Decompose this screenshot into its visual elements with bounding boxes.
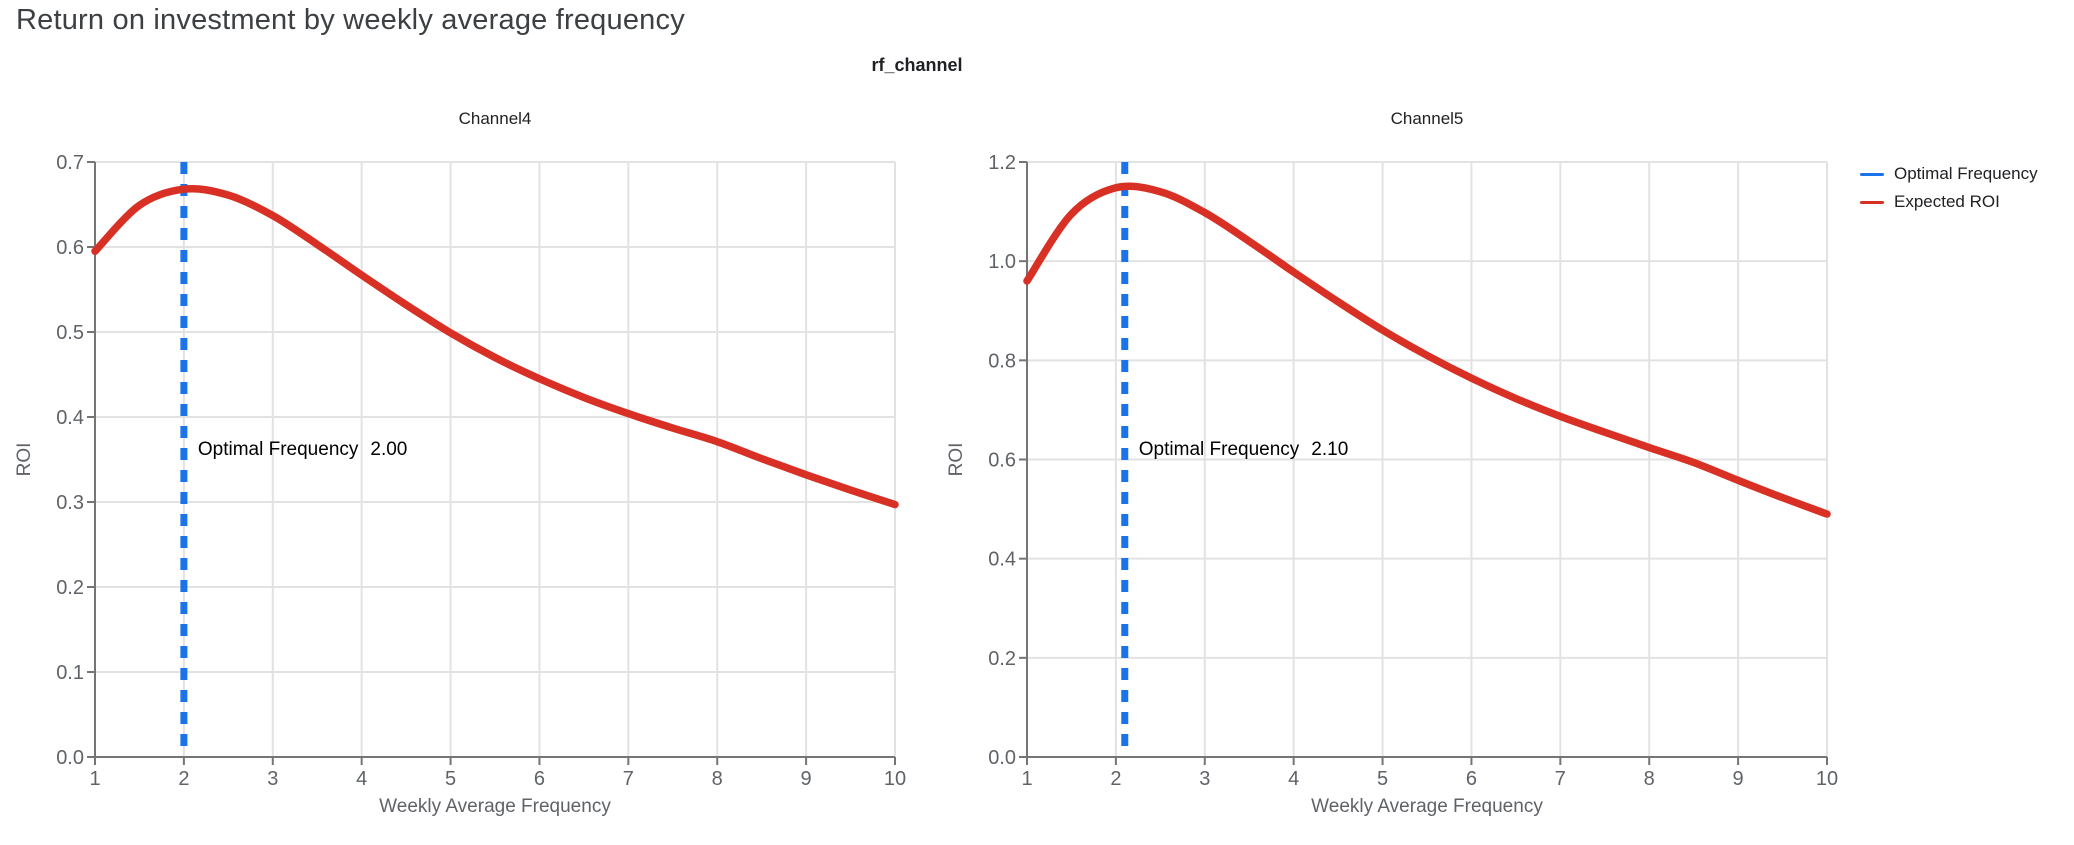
x-tick-label: 5 (445, 768, 456, 790)
y-tick-label: 0.4 (988, 549, 1016, 571)
y-tick-label: 0.3 (56, 492, 84, 514)
x-axis-title: Weekly Average Frequency (1311, 796, 1543, 817)
subplot-channel4: 0.0 0.1 0.2 0.3 0.4 0.5 0.6 0.7 1 2 3 4 5 6 7 8 9 10 Chann… (0, 90, 942, 840)
x-tick-label: 6 (1466, 768, 1477, 790)
expected-roi-curve (91, 185, 899, 509)
x-tick-label: 9 (801, 768, 812, 790)
x-tick-label: 8 (712, 768, 723, 790)
legend-item-optimal-frequency: Optimal Frequency (1860, 160, 2038, 188)
y-tick-label: 0.6 (988, 450, 1016, 472)
subplot-title: Channel5 (1391, 109, 1464, 128)
y-tick-label: 0.2 (56, 577, 84, 599)
expected-roi-line-swatch (1860, 200, 1884, 204)
x-tick-label: 8 (1644, 768, 1655, 790)
x-tick-label: 3 (1199, 768, 1210, 790)
x-tick-label: 4 (356, 768, 367, 790)
x-tick-label: 6 (534, 768, 545, 790)
expected-roi-curve (1023, 182, 1831, 518)
x-axis-title: Weekly Average Frequency (379, 796, 611, 817)
legend-label: Optimal Frequency (1894, 164, 2038, 183)
optimal-frequency-annotation: Optimal Frequency 2.10 (1139, 439, 1349, 460)
y-tick-label: 0.8 (988, 350, 1016, 372)
y-tick-label: 0.0 (988, 747, 1016, 769)
y-axis-title: ROI (14, 443, 35, 477)
chart-svg: 0.0 0.1 0.2 0.3 0.4 0.5 0.6 0.7 1 2 3 4 5 6 7 8 9 10 Chann… (14, 109, 906, 817)
facet-strip-title: rf_channel (871, 55, 963, 75)
y-tick-label: 0.7 (56, 152, 84, 174)
y-axis-title: ROI (946, 443, 967, 477)
page-title: Return on investment by weekly average f… (16, 4, 685, 36)
optimal-frequency-annotation: Optimal Frequency 2.00 (198, 439, 408, 460)
y-tick-label: 0.0 (56, 747, 84, 769)
x-tick-label: 1 (89, 768, 100, 790)
y-tick-label: 0.2 (988, 648, 1016, 670)
x-tick-label: 1 (1021, 768, 1032, 790)
y-tick-label: 1.0 (988, 251, 1016, 273)
y-tick-label: 0.4 (56, 407, 84, 429)
optimal-frequency-line-swatch (1860, 172, 1884, 176)
x-tick-label: 4 (1288, 768, 1299, 790)
x-tick-label: 5 (1377, 768, 1388, 790)
y-tick-label: 0.1 (56, 662, 84, 684)
x-tick-label: 7 (1555, 768, 1566, 790)
legend-item-expected-roi: Expected ROI (1860, 188, 2038, 216)
subplot-channel5: 0.0 0.2 0.4 0.6 0.8 1.0 1.2 1 2 3 4 5 6 7 8 9 10 Channel5… (932, 90, 1874, 840)
x-tick-label: 7 (623, 768, 634, 790)
x-tick-label: 10 (884, 768, 906, 790)
y-tick-label: 0.6 (56, 237, 84, 259)
subplot-title: Channel4 (459, 109, 532, 128)
legend-label: Expected ROI (1894, 192, 2000, 211)
legend: Optimal Frequency Expected ROI (1860, 160, 2038, 216)
x-tick-label: 10 (1816, 768, 1838, 790)
x-tick-label: 2 (1110, 768, 1121, 790)
y-tick-label: 1.2 (988, 152, 1016, 174)
y-tick-label: 0.5 (56, 322, 84, 344)
x-tick-label: 9 (1733, 768, 1744, 790)
x-tick-label: 3 (267, 768, 278, 790)
chart-svg: 0.0 0.2 0.4 0.6 0.8 1.0 1.2 1 2 3 4 5 6 7 8 9 10 Channel5… (946, 109, 1838, 817)
x-tick-label: 2 (178, 768, 189, 790)
